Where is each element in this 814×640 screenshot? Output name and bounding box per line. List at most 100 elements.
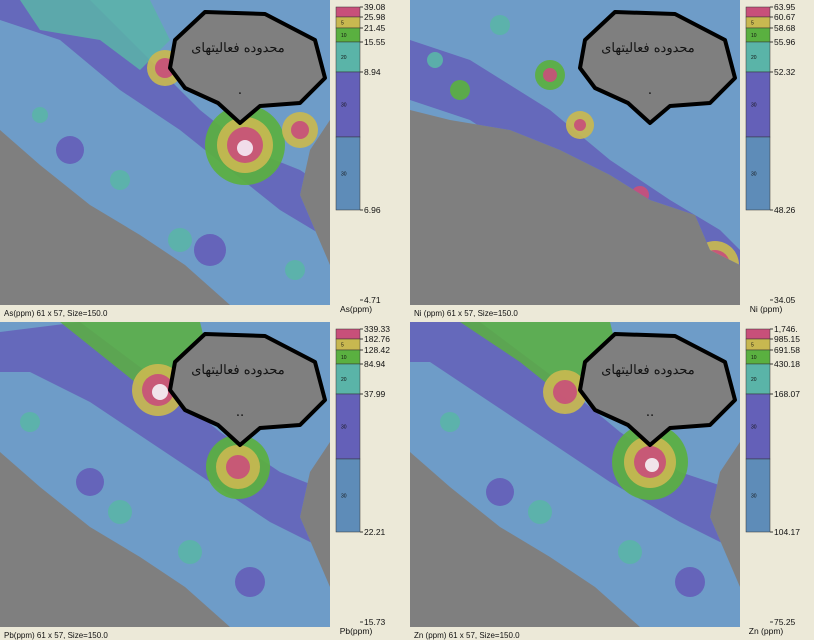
heatmap-as: محدوده فعالیتهای. 5 10 20 30 30 39.0825.9821.4… <box>0 0 386 314</box>
anomaly-blob <box>32 107 48 123</box>
anomaly-blob <box>450 80 470 100</box>
legend-percent: 20 <box>751 55 757 61</box>
activity-area-dot: .. <box>236 405 244 420</box>
anomaly-blob <box>543 68 557 82</box>
legend-percent: 30 <box>751 172 757 178</box>
legend-tick-label: 104.17 <box>774 527 800 537</box>
legend-tick-label: 37.99 <box>364 389 386 399</box>
anomaly-blob <box>20 412 40 432</box>
legend-swatch <box>745 458 771 533</box>
legend-percent: 5 <box>341 343 344 349</box>
heatmap-ni: محدوده فعالیتهای. 5 10 20 30 30 63.9560.6758.6… <box>410 0 796 314</box>
legend-swatch <box>745 41 771 73</box>
legend-swatch <box>745 393 771 460</box>
legend-tick-label: 55.96 <box>774 37 796 47</box>
anomaly-blob <box>285 260 305 280</box>
map-caption-pb: Pb(ppm) 61 x 57, Size=150.0 <box>4 631 108 640</box>
legend-tick-label: 6.96 <box>364 205 381 215</box>
legend-tick-label: 25.98 <box>364 12 386 22</box>
activity-area-label: محدوده فعالیتهای <box>601 363 695 378</box>
anomaly-blob <box>645 458 659 472</box>
map-caption-as: As(ppm) 61 x 57, Size=150.0 <box>4 309 108 318</box>
legend-tick-label: 168.07 <box>774 389 800 399</box>
legend-percent: 30 <box>751 425 757 431</box>
anomaly-blob <box>108 500 132 524</box>
legend-percent: 20 <box>341 377 347 383</box>
anomaly-blob <box>675 567 705 597</box>
legend-percent: 10 <box>341 355 347 361</box>
legend-percent: 30 <box>341 172 347 178</box>
anomaly-blob <box>618 540 642 564</box>
legend-swatch <box>745 16 771 29</box>
legend-tick-label: 48.26 <box>774 205 796 215</box>
legend-percent: 30 <box>341 103 347 109</box>
map-caption-ni: Ni (ppm) 61 x 57, Size=150.0 <box>414 309 518 318</box>
legend-tick-label: 182.76 <box>364 334 390 344</box>
legend-tick-label: 4.71 <box>364 295 381 305</box>
legend-swatch <box>335 338 361 351</box>
activity-area-outline <box>168 10 327 125</box>
legend-swatch <box>745 328 771 340</box>
legend-unit-label: Pb(ppm) <box>340 626 373 636</box>
map-panel-ni: محدوده فعالیتهای. 5 10 20 30 30 63.95 60.67 58.6… <box>410 0 814 318</box>
anomaly-blob <box>168 228 192 252</box>
activity-area-dot: . <box>648 83 652 98</box>
legend-tick-label: 84.94 <box>364 359 386 369</box>
anomaly-blob <box>110 170 130 190</box>
legend-tick-label: 128.42 <box>364 345 390 355</box>
activity-area-outline <box>578 10 737 125</box>
anomaly-blob <box>427 52 443 68</box>
heatmap-zn: محدوده فعالیتهای.. 5 10 20 30 30 1,746.985.156… <box>410 322 800 636</box>
legend-swatch <box>335 136 361 211</box>
legend-tick-label: 691.58 <box>774 345 800 355</box>
legend-percent: 30 <box>341 494 347 500</box>
legend-percent: 5 <box>341 21 344 27</box>
anomaly-zone <box>20 0 170 70</box>
legend-swatch <box>335 27 361 43</box>
map-panel-zn: محدوده فعالیتهای.. 5 10 20 30 30 1,746. 985.15 6… <box>410 322 814 640</box>
legend-swatch <box>335 328 361 340</box>
legend-swatch <box>745 71 771 138</box>
legend-tick-label: 985.15 <box>774 334 800 344</box>
legend-tick-label: 52.32 <box>774 67 796 77</box>
anomaly-blob <box>194 234 226 266</box>
legend-unit-label: Zn (ppm) <box>749 626 784 636</box>
legend-percent: 30 <box>751 103 757 109</box>
legend-tick-label: 63.95 <box>774 2 796 12</box>
legend-percent: 20 <box>341 55 347 61</box>
anomaly-blob <box>291 121 309 139</box>
legend-unit-label: Ni (ppm) <box>750 304 783 314</box>
legend-swatch <box>745 27 771 43</box>
legend-percent: 5 <box>751 343 754 349</box>
legend-percent: 30 <box>751 494 757 500</box>
legend-tick-label: 430.18 <box>774 359 800 369</box>
anomaly-blob <box>178 540 202 564</box>
legend-swatch <box>335 363 361 395</box>
legend-swatch <box>335 16 361 29</box>
legend-tick-label: 60.67 <box>774 12 796 22</box>
legend-swatch <box>745 349 771 365</box>
legend-swatch <box>335 349 361 365</box>
legend-tick-label: 339.33 <box>364 324 390 334</box>
anomaly-blob <box>76 468 104 496</box>
activity-area-label: محدوده فعالیتهای <box>191 41 285 56</box>
legend-tick-label: 15.73 <box>364 617 386 627</box>
legend-percent: 20 <box>751 377 757 383</box>
activity-area-label: محدوده فعالیتهای <box>191 363 285 378</box>
legend-percent: 10 <box>751 33 757 39</box>
legend-tick-label: 75.25 <box>774 617 796 627</box>
legend-percent: 10 <box>751 355 757 361</box>
heatmap-pb: محدوده فعالیتهای..510203030339.33182.761… <box>0 322 390 636</box>
activity-area-label: محدوده فعالیتهای <box>601 41 695 56</box>
legend-swatch <box>335 458 361 533</box>
legend-unit-label: As(ppm) <box>340 304 372 314</box>
map-caption-zn: Zn (ppm) 61 x 57, Size=150.0 <box>414 631 520 640</box>
legend-tick-label: 15.55 <box>364 37 386 47</box>
activity-area-dot: .. <box>646 405 654 420</box>
activity-area-outline <box>168 332 327 447</box>
activity-area-dot: . <box>238 83 242 98</box>
legend-tick-label: 22.21 <box>364 527 386 537</box>
map-panel-as: محدوده فعالیتهای. 5 10 20 30 30 39.08 25.98 21.4… <box>0 0 404 318</box>
legend-percent: 5 <box>751 21 754 27</box>
legend-tick-label: 34.05 <box>774 295 796 305</box>
